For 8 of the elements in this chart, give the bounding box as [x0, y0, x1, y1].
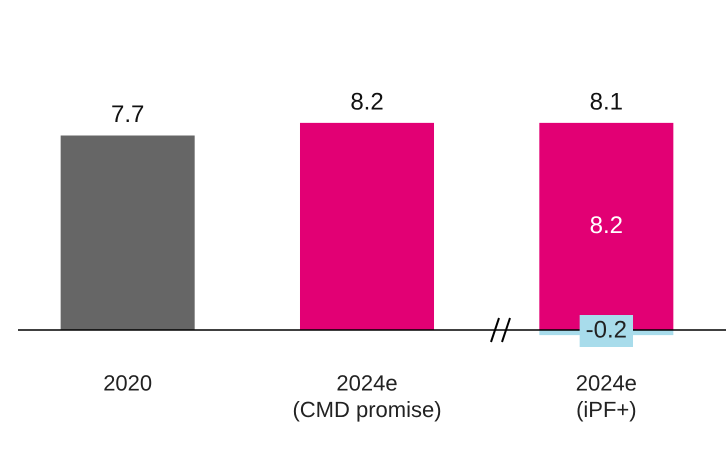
- total-label: 8.2: [350, 88, 384, 116]
- data-label: -0.2: [586, 316, 628, 344]
- x-tick-label: 2020: [103, 370, 152, 396]
- total-label: 8.1: [590, 88, 624, 116]
- x-tick-label: 2024e (CMD promise): [292, 370, 442, 422]
- data-label: 8.2: [590, 212, 624, 240]
- total-label: 7.7: [110, 101, 144, 128]
- x-tick-label: 2024e (iPF+): [576, 370, 637, 422]
